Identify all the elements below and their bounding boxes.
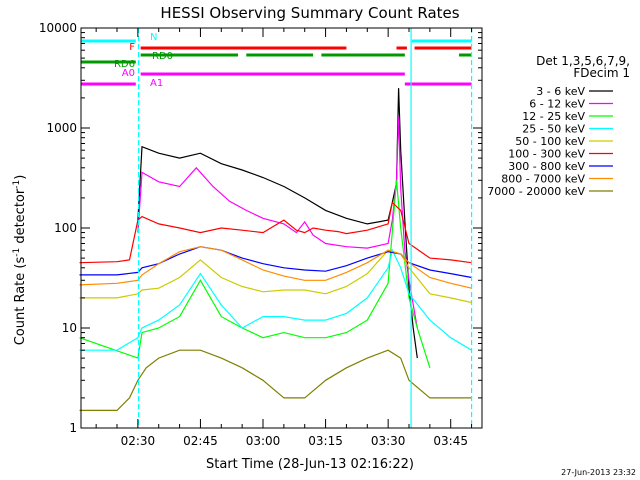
legend-header-line-2: FDecim 1 — [573, 66, 630, 80]
y-tick-label: 10000 — [39, 21, 77, 35]
state-bar-label-f: F — [129, 42, 135, 53]
legend-label-8: 800 - 7000 keV — [501, 173, 585, 186]
x-tick-label: 03:00 — [246, 434, 281, 448]
state-bar-label-a1: A1 — [150, 78, 163, 89]
x-tick-label: 03:15 — [308, 434, 343, 448]
legend-label-6: 100 - 300 keV — [508, 148, 585, 161]
state-bar-label-rd6: RD6 — [114, 59, 135, 70]
state-bar-label-a0: A0 — [122, 68, 135, 79]
series-line-3 — [79, 180, 431, 368]
series-line-6 — [79, 201, 472, 264]
series-line-5 — [79, 249, 472, 304]
legend-label-4: 25 - 50 keV — [522, 123, 585, 136]
legend-label-1: 3 - 6 keV — [536, 85, 585, 98]
chart-title: HESSI Observing Summary Count Rates — [160, 4, 459, 22]
state-bar-label-rd0: RD0 — [152, 51, 173, 62]
x-tick-label: 03:45 — [433, 434, 468, 448]
state-bar-label-n: N — [150, 32, 157, 43]
legend-label-3: 12 - 25 keV — [522, 110, 585, 123]
y-axis-label-sup-2: -1 — [12, 180, 22, 189]
series-line-2 — [137, 116, 418, 329]
x-tick-label: 02:45 — [183, 434, 218, 448]
legend-label-9: 7000 - 20000 keV — [487, 185, 585, 198]
legend-label-7: 300 - 800 keV — [508, 160, 585, 173]
y-axis-label-mid: detector — [13, 188, 28, 248]
y-tick-label: 1000 — [46, 121, 77, 135]
y-tick-label: 10 — [62, 321, 77, 335]
series-line-1 — [137, 88, 418, 359]
y-tick-label: 1 — [69, 421, 77, 435]
y-axis-label-end: ) — [13, 175, 28, 180]
series-line-4 — [79, 248, 472, 351]
legend-label-2: 6 - 12 keV — [529, 98, 585, 111]
plot-frame — [80, 27, 483, 429]
x-tick-label: 03:30 — [371, 434, 406, 448]
series-line-9 — [79, 349, 472, 411]
legend-label-5: 50 - 100 keV — [515, 135, 585, 148]
y-axis-label-main: Count Rate (s — [13, 257, 28, 346]
y-axis-label: Count Rate (s-1 detector-1) — [12, 175, 28, 346]
y-tick-label: 100 — [54, 221, 77, 235]
legend-header-line-1: Det 1,3,5,6,7,9, — [536, 54, 630, 68]
axes-layer: 1 10 100 1000 10000 02:30 02:45 03:00 03:15 03:30… — [39, 21, 483, 448]
x-axis-label: Start Time (28-Jun-13 02:16:22) — [206, 457, 414, 472]
x-tick-label: 02:30 — [121, 434, 156, 448]
footer-timestamp: 27-Jun-2013 23:32 — [561, 468, 636, 477]
y-axis-label-sup-1: -1 — [12, 248, 22, 257]
label-layer: HESSI Observing Summary Count Rates Star… — [12, 4, 636, 477]
series-line-8 — [79, 246, 472, 289]
